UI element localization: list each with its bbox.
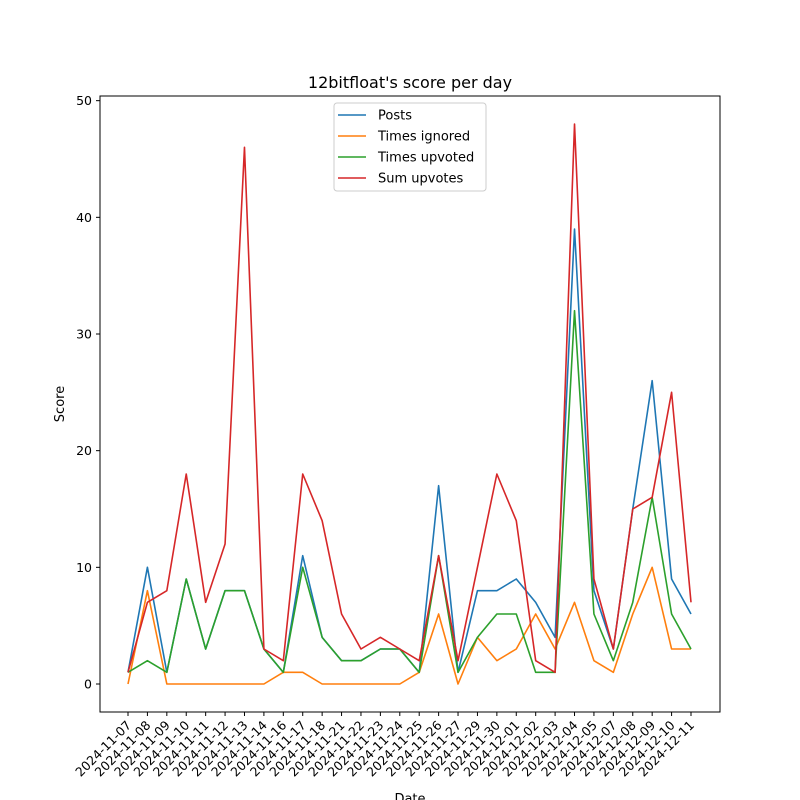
chart-title: 12bitfloat's score per day: [308, 73, 512, 92]
legend-box: [333, 102, 487, 192]
x-axis-label: Date: [394, 792, 425, 800]
y-tick-label: 10: [76, 560, 92, 575]
y-tick-label: 20: [76, 443, 92, 458]
legend-label: Sum upvotes: [378, 172, 464, 187]
y-tick-label: 0: [84, 677, 92, 692]
plot-lines: [127, 123, 692, 685]
y-tick-label: 30: [76, 327, 92, 342]
y-tick-label: 40: [76, 210, 92, 225]
series-line-posts: [127, 228, 692, 674]
x-axis: 2024-11-072024-11-082024-11-092024-11-10…: [72, 712, 697, 779]
legend: Posts Times ignored Times upvoted Sum upvot…: [333, 102, 487, 192]
y-axis: 0 10 20 30 40 50: [76, 93, 100, 692]
series-line-times-ignored: [127, 566, 691, 685]
y-tick-label: 50: [76, 93, 92, 108]
legend-label: Times ignored: [377, 130, 470, 145]
legend-label: Times upvoted: [377, 151, 474, 166]
plot-frame: [99, 95, 721, 713]
series-line-times-upvoted: [127, 309, 692, 674]
y-axis-label: Score: [53, 386, 68, 422]
series-line-sum-upvotes: [127, 123, 692, 674]
legend-label: Posts: [378, 109, 412, 124]
